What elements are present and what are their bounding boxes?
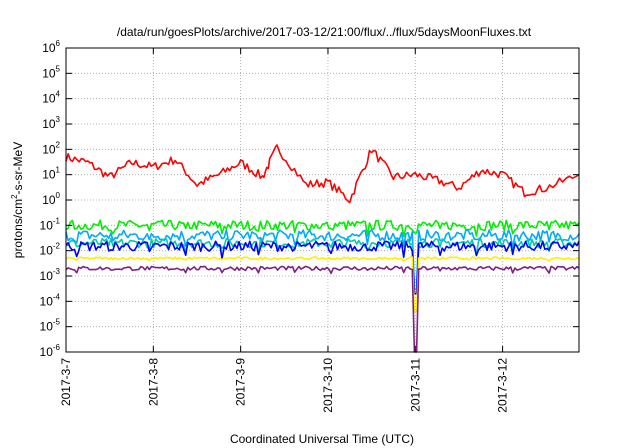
series-line-5 [65,256,579,313]
chart-title: /data/run/goesPlots/archive/2017-03-12/2… [117,25,532,39]
series-line-1 [65,219,580,238]
y-tick-label: 106 [42,39,60,55]
x-axis-label: Coordinated Universal Time (UTC) [230,432,414,446]
y-tick-label: 105 [42,64,60,80]
series-line-6 [65,265,580,353]
y-tick-label: 10-2 [40,242,61,258]
y-tick-label: 10-1 [40,216,61,232]
y-tick-label: 102 [42,140,60,156]
y-tick-label: 103 [42,115,60,131]
y-tick-label: 101 [42,166,60,182]
y-axis-label: protons/cm2-s-sr-MeV [10,142,25,258]
x-tick-label: 2017-3-12 [496,358,510,413]
series-line-2 [65,229,580,290]
series-group [65,144,580,353]
y-tick-label: 10-5 [40,318,61,334]
y-tick-label: 104 [42,90,60,106]
x-tick-label: 2017-3-11 [408,358,422,412]
grid-lines [66,48,579,352]
y-tick-label: 10-3 [40,267,61,283]
y-tick-label: 10-6 [40,343,61,359]
y-axis-ticks: 10-6 10-5 10-4 10-3 10-2 10-1 100 101 102 103 104 1… [40,39,579,359]
plot-frame [65,47,580,353]
x-tick-label: 2017-3-7 [59,358,73,406]
x-tick-label: 2017-3-9 [234,358,248,406]
y-tick-label: 10-4 [40,292,61,308]
x-axis-ticks: 2017-3-7 2017-3-8 2017-3-9 2017-3-10 2017-3-… [59,48,510,413]
series-line-4 [65,240,580,295]
x-tick-label: 2017-3-10 [321,358,335,413]
series-line-0 [65,144,580,204]
x-tick-label: 2017-3-8 [146,358,160,406]
y-tick-label: 100 [42,191,60,207]
